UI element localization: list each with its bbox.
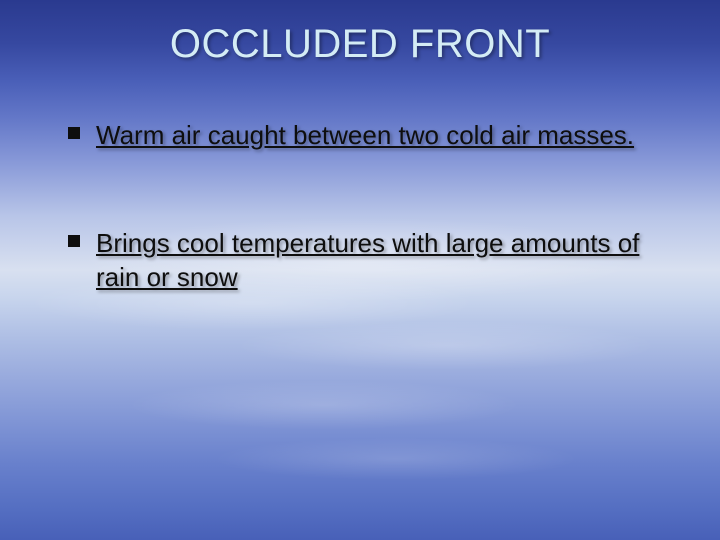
bullet-text: Warm air caught between two cold air mas… <box>96 120 634 150</box>
slide: OCCLUDED FRONT Warm air caught between t… <box>0 0 720 540</box>
bullet-item: Warm air caught between two cold air mas… <box>68 118 675 152</box>
bullet-list: Warm air caught between two cold air mas… <box>68 118 675 498</box>
bullet-text: Brings cool temperatures with large amou… <box>96 228 639 292</box>
bullet-item: Brings cool temperatures with large amou… <box>68 226 675 294</box>
slide-title: OCCLUDED FRONT <box>0 22 720 67</box>
